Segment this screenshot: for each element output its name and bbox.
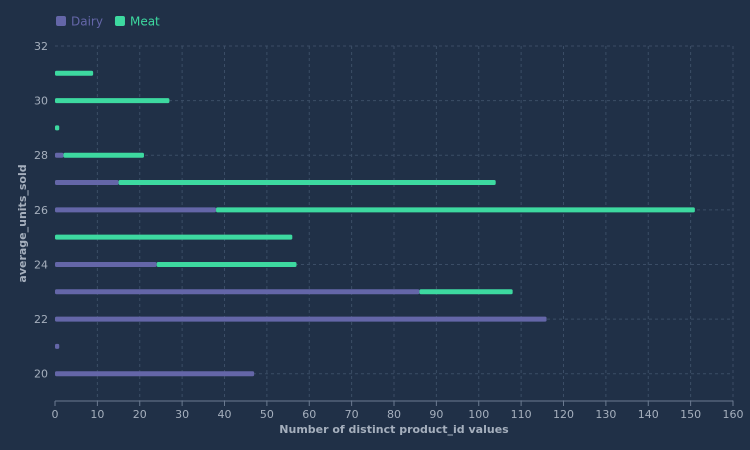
bar-dairy-26 [55, 207, 217, 213]
bar-dairy-20 [55, 371, 255, 377]
bar-dairy-23 [55, 289, 420, 295]
x-tick-label: 70 [345, 408, 359, 421]
bar-dairy-24 [55, 261, 157, 267]
y-tick-label: 24 [34, 258, 48, 271]
bar-dairy-27 [55, 180, 119, 186]
bar-meat-23 [419, 289, 513, 295]
bar-meat-25 [55, 234, 293, 240]
x-tick-label: 160 [723, 408, 744, 421]
x-tick-label: 110 [511, 408, 532, 421]
bar-dairy-21 [55, 343, 60, 349]
y-tick-label: 26 [34, 204, 48, 217]
x-tick-label: 10 [90, 408, 104, 421]
legend-swatch-meat [114, 16, 125, 26]
legend[interactable]: Dairy Meat [56, 15, 160, 29]
legend-label-dairy: Dairy [71, 15, 103, 29]
bar-meat-31 [55, 70, 94, 76]
x-tick-label: 80 [387, 408, 401, 421]
x-tick-label: 100 [468, 408, 489, 421]
bar-dairy-28 [55, 152, 64, 158]
x-axis-title: Number of distinct product_id values [279, 423, 509, 436]
x-tick-label: 60 [302, 408, 316, 421]
y-axis-title: average_units_sold [16, 164, 29, 282]
bar-meat-26 [216, 207, 695, 213]
x-tick-label: 130 [595, 408, 616, 421]
y-tick-label: 32 [34, 40, 48, 53]
x-tick-label: 30 [175, 408, 189, 421]
y-tick-label: 22 [34, 313, 48, 326]
bar-meat-30 [55, 98, 170, 104]
x-tick-label: 150 [680, 408, 701, 421]
x-tick-label: 50 [260, 408, 274, 421]
bars [55, 70, 695, 377]
x-tick-label: 90 [429, 408, 443, 421]
y-ticks: 20 22 24 26 28 30 32 [34, 40, 48, 381]
bar-meat-27 [118, 180, 496, 186]
x-tick-label: 140 [638, 408, 659, 421]
x-tick-label: 0 [52, 408, 59, 421]
x-tick-label: 120 [553, 408, 574, 421]
y-tick-label: 28 [34, 149, 48, 162]
legend-swatch-dairy [56, 16, 66, 26]
bar-meat-24 [156, 261, 297, 267]
x-tick-label: 40 [218, 408, 232, 421]
bar-dairy-22 [55, 316, 547, 322]
legend-label-meat: Meat [130, 15, 160, 29]
x-ticks: 0 10 20 30 40 50 60 70 80 90 100 110 120 130 140 150 160 [52, 401, 744, 421]
bar-meat-28 [63, 152, 144, 158]
y-tick-label: 20 [34, 368, 48, 381]
y-tick-label: 30 [34, 95, 48, 108]
x-tick-label: 20 [133, 408, 147, 421]
bar-meat-29 [55, 125, 60, 131]
